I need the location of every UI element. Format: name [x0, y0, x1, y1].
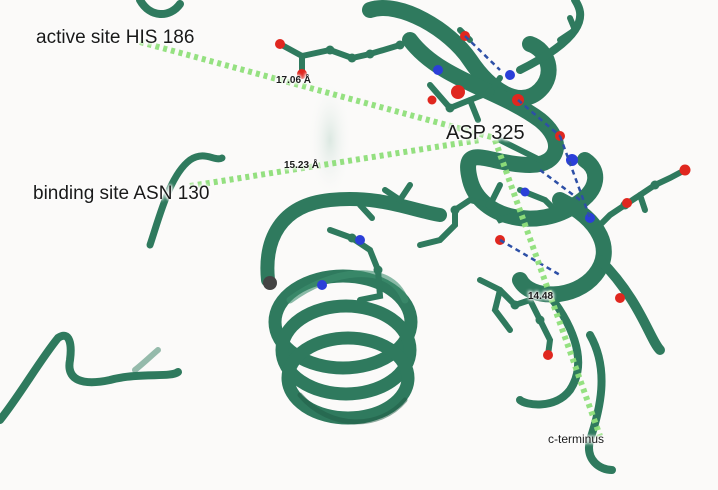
distance-lines: [139, 39, 603, 438]
distance-binding-site-label: 15.23 Å: [284, 160, 320, 171]
distance-c-terminus-label: 14.48: [528, 291, 554, 302]
side-chain-bonds: [277, 15, 688, 358]
binding-site-label: binding site ASN 130: [33, 183, 210, 204]
active-site-label: active site HIS 186: [36, 27, 195, 48]
c-terminus-label: c-terminus: [548, 432, 605, 446]
distance-active-site-label: 17.06 Å: [276, 75, 312, 86]
helix-right: [362, 0, 665, 474]
center-residue-label: ASP 325: [446, 122, 525, 144]
hydrogen-bonds: [464, 35, 592, 277]
helix-left: [260, 192, 447, 425]
depth-fog: [308, 80, 352, 200]
atoms: [275, 31, 691, 360]
background-coils: [0, 0, 226, 424]
